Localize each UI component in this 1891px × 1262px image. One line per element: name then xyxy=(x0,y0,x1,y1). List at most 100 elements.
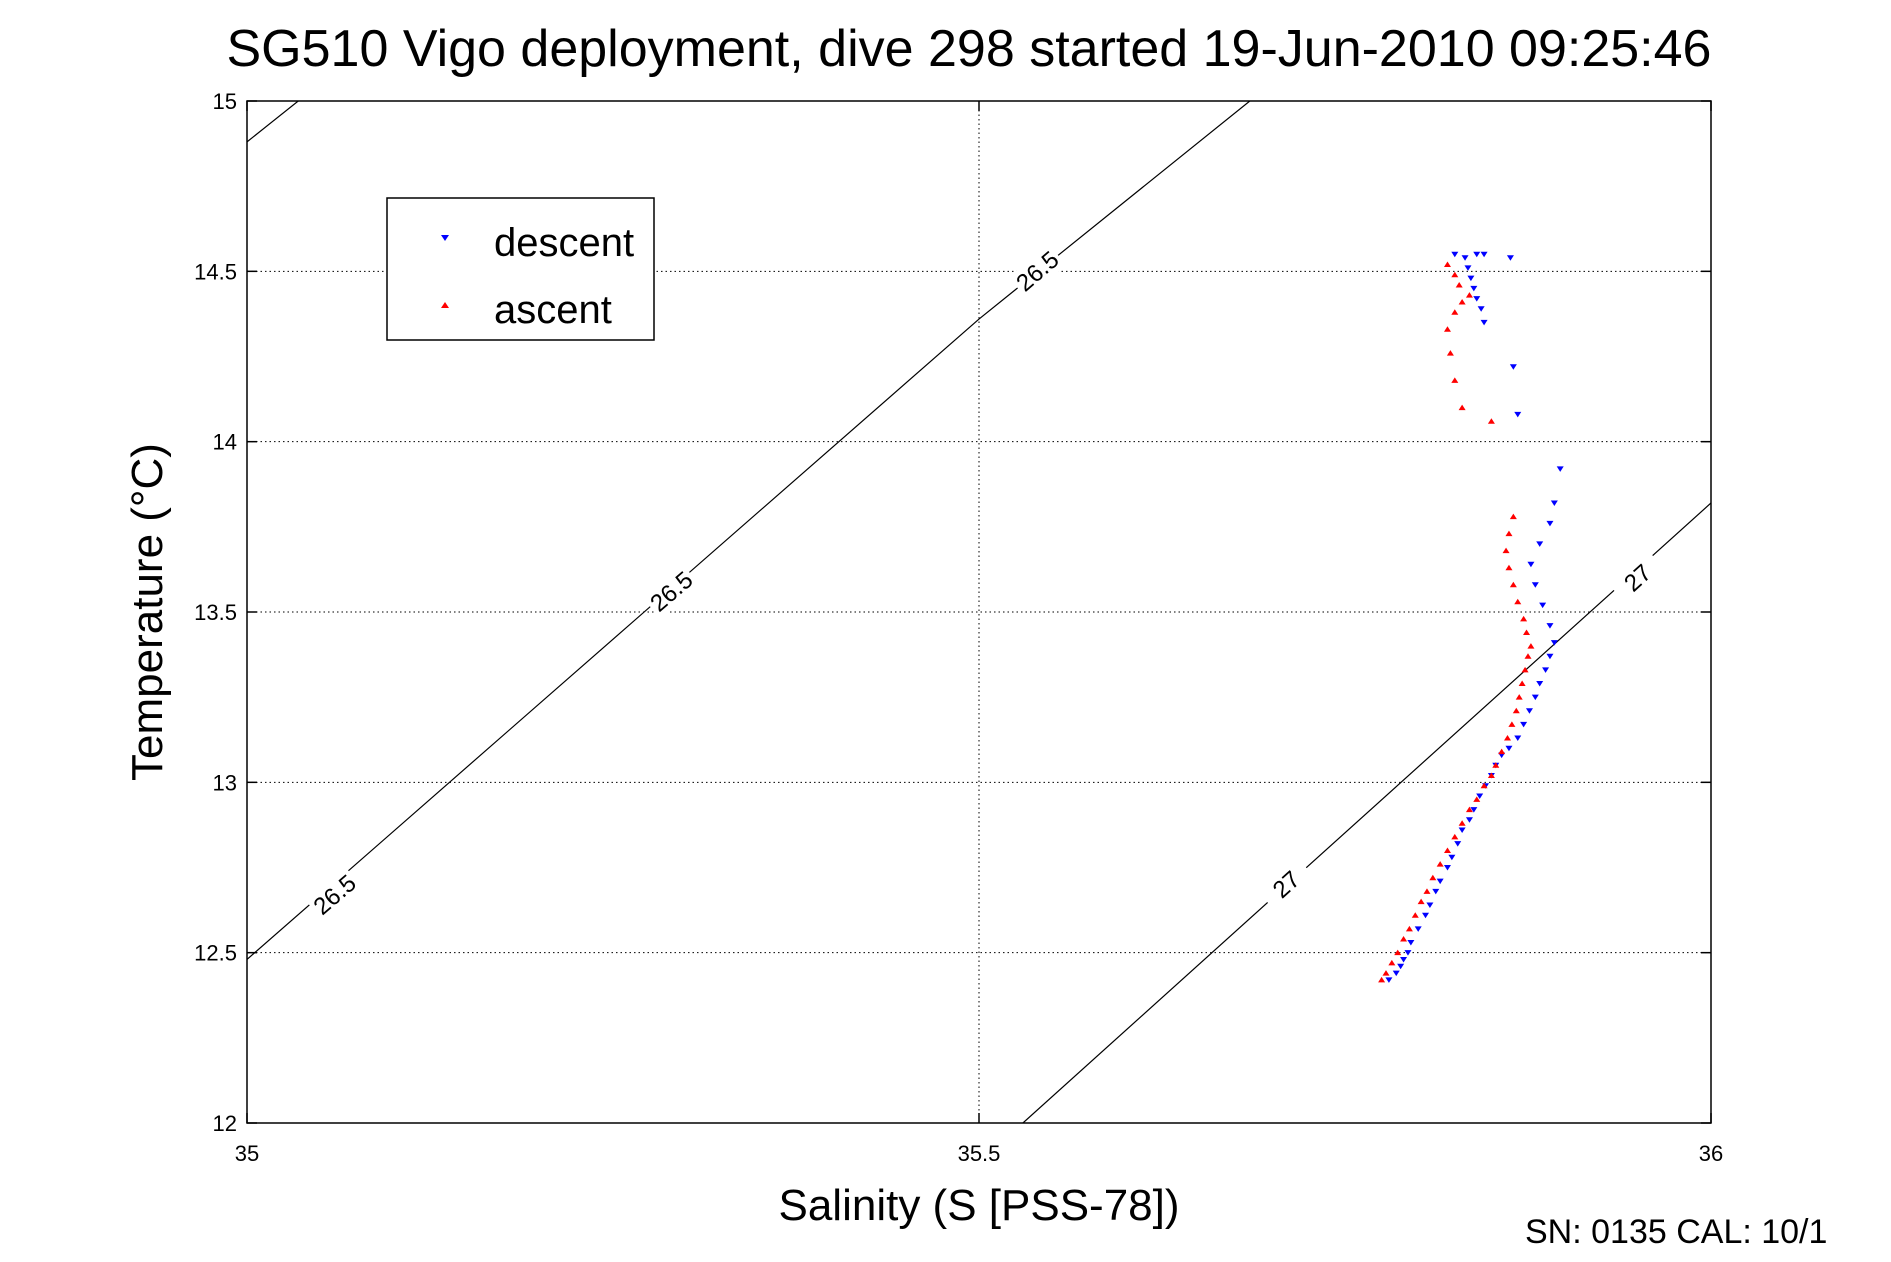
data-point-descent xyxy=(1542,667,1550,673)
data-point-descent xyxy=(1509,364,1517,370)
y-axis-label: Temperature (°C) xyxy=(123,443,172,781)
contour-label-bg xyxy=(1257,856,1316,913)
data-point-descent xyxy=(1514,411,1522,418)
data-point-descent xyxy=(1525,708,1533,714)
contour-label-bg xyxy=(1008,243,1067,299)
x-tick-label: 35.5 xyxy=(958,1141,1001,1166)
data-point-descent xyxy=(1546,653,1554,660)
data-point-ascent xyxy=(1394,949,1402,956)
legend-ascent-label: ascent xyxy=(494,288,612,332)
data-point-descent xyxy=(1470,285,1478,292)
axis-ticks: 35 35.5 36 12 12.5 13 13.5 14 14.5 15 xyxy=(194,89,1723,1166)
serial-cal-footer: SN: 0135 CAL: 10/1 xyxy=(1525,1213,1827,1251)
data-point-ascent xyxy=(1465,292,1473,298)
data-point-descent xyxy=(1464,265,1472,271)
data-point-ascent xyxy=(1502,547,1510,554)
data-point-descent xyxy=(1422,912,1430,919)
data-point-ascent xyxy=(1498,748,1506,755)
data-point-descent xyxy=(1426,902,1434,908)
data-point-descent xyxy=(1536,681,1544,687)
data-point-descent xyxy=(1476,793,1484,799)
data-point-ascent xyxy=(1523,629,1531,635)
data-point-descent xyxy=(1465,817,1473,823)
data-point-descent xyxy=(1461,255,1469,261)
data-point-ascent xyxy=(1458,820,1466,826)
legend: descent ascent xyxy=(386,197,655,341)
y-tick-label: 14 xyxy=(213,430,237,455)
data-point-descent xyxy=(1458,827,1466,834)
data-point-ascent xyxy=(1458,404,1466,411)
contour-label-bg xyxy=(305,867,364,923)
data-point-descent xyxy=(1414,926,1422,932)
data-point-ascent xyxy=(1487,772,1495,779)
data-point-descent xyxy=(1436,878,1444,885)
data-points xyxy=(1378,251,1564,983)
data-point-ascent xyxy=(1451,833,1459,840)
legend-descent-label: descent xyxy=(494,221,634,265)
data-point-ascent xyxy=(1423,888,1431,894)
y-tick-label: 13 xyxy=(213,770,237,795)
legend-ascent-marker xyxy=(441,302,449,308)
data-point-descent xyxy=(1454,841,1462,847)
data-point-descent xyxy=(1514,735,1522,742)
data-point-ascent xyxy=(1518,680,1526,687)
data-point-descent xyxy=(1448,854,1456,861)
data-point-descent xyxy=(1546,520,1554,527)
data-point-descent xyxy=(1443,865,1451,871)
data-point-descent xyxy=(1392,970,1400,977)
data-point-ascent xyxy=(1480,782,1488,789)
data-point-ascent xyxy=(1429,874,1437,881)
x-tick-label: 35 xyxy=(235,1141,259,1166)
data-point-ascent xyxy=(1455,281,1463,288)
data-point-descent xyxy=(1400,956,1408,963)
density-contour-line xyxy=(247,101,299,143)
data-point-descent xyxy=(1531,582,1539,588)
data-point-ascent xyxy=(1411,912,1419,918)
density-contour-line xyxy=(247,101,1251,960)
data-point-ascent xyxy=(1443,847,1451,853)
data-point-ascent xyxy=(1514,598,1522,605)
data-point-descent xyxy=(1397,963,1405,970)
data-point-descent xyxy=(1473,251,1481,258)
data-point-ascent xyxy=(1487,418,1495,424)
data-point-ascent xyxy=(1458,298,1466,305)
data-point-descent xyxy=(1470,807,1478,813)
data-point-ascent xyxy=(1443,261,1451,268)
data-point-ascent xyxy=(1436,861,1444,867)
legend-descent-marker xyxy=(441,235,449,241)
data-point-descent xyxy=(1432,888,1440,895)
data-point-ascent xyxy=(1504,735,1512,741)
data-point-descent xyxy=(1477,306,1485,312)
data-point-ascent xyxy=(1451,377,1459,383)
data-point-ascent xyxy=(1451,309,1459,315)
y-tick-label: 14.5 xyxy=(194,259,237,284)
data-point-descent xyxy=(1451,251,1459,258)
data-point-descent xyxy=(1546,623,1554,629)
data-point-ascent xyxy=(1451,271,1459,278)
data-point-descent xyxy=(1539,602,1547,609)
data-point-descent xyxy=(1531,694,1539,701)
chart-title: SG510 Vigo deployment, dive 298 started … xyxy=(227,20,1712,78)
data-point-ascent xyxy=(1465,806,1473,813)
x-tick-label: 36 xyxy=(1699,1141,1723,1166)
data-point-ascent xyxy=(1446,350,1454,356)
data-point-descent xyxy=(1536,541,1544,547)
data-point-descent xyxy=(1527,561,1535,568)
data-point-ascent xyxy=(1473,796,1481,802)
y-tick-label: 12 xyxy=(213,1111,237,1136)
data-point-ascent xyxy=(1527,643,1535,649)
density-contour-line xyxy=(1022,502,1711,1123)
data-point-descent xyxy=(1505,745,1513,752)
x-axis-label: Salinity (S [PSS-78]) xyxy=(778,1181,1179,1230)
y-tick-label: 13.5 xyxy=(194,600,237,625)
data-point-descent xyxy=(1550,500,1558,506)
data-point-descent xyxy=(1506,255,1514,261)
data-point-ascent xyxy=(1509,581,1517,588)
contour-label-bg xyxy=(642,564,701,620)
data-point-descent xyxy=(1556,466,1564,472)
data-point-descent xyxy=(1404,950,1412,956)
data-point-ascent xyxy=(1443,326,1451,332)
data-point-ascent xyxy=(1509,513,1517,520)
data-point-descent xyxy=(1520,721,1528,728)
